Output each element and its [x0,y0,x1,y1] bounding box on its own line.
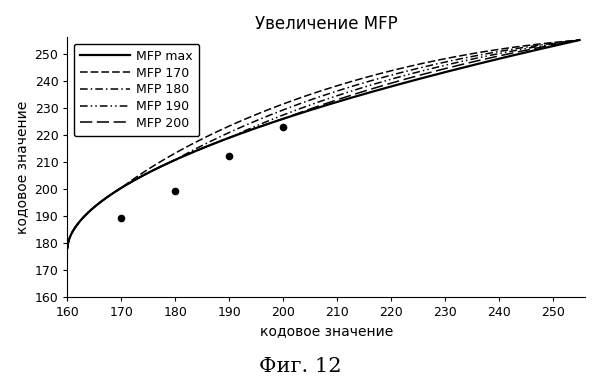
MFP 190 [576,38,583,42]
Line: MFP 170: MFP 170 [67,40,580,248]
MFP 190 [271,116,278,121]
MFP 170 [416,62,423,66]
MFP max [271,119,278,124]
MFP 180 [463,55,470,60]
MFP 190 [116,187,124,191]
MFP max [463,64,470,69]
MFP 200 [116,187,124,191]
MFP 200 [463,61,470,66]
MFP 190 [416,70,423,74]
MFP 180 [289,104,296,109]
MFP 190 [463,58,470,63]
Text: Фиг. 12: Фиг. 12 [259,357,341,376]
MFP 170 [289,98,296,103]
MFP max [289,113,296,118]
X-axis label: кодовое значение: кодовое значение [260,325,393,339]
MFP 180 [64,246,71,250]
MFP max [472,62,479,66]
MFP 170 [116,187,124,191]
MFP 170 [64,246,71,250]
Line: MFP max: MFP max [67,40,580,248]
MFP 170 [271,105,278,109]
MFP 190 [64,246,71,250]
MFP 190 [289,109,296,114]
MFP 180 [472,54,479,58]
Line: MFP 190: MFP 190 [67,40,580,248]
MFP 180 [116,187,124,191]
Line: MFP 200: MFP 200 [67,40,580,248]
Title: Увеличение MFP: Увеличение MFP [255,15,398,33]
MFP 180 [576,38,583,42]
MFP max [416,77,423,81]
MFP max [576,38,583,42]
MFP 200 [472,59,479,63]
Legend: MFP max, MFP 170, MFP 180, MFP 190, MFP 200: MFP max, MFP 170, MFP 180, MFP 190, MFP … [74,44,199,136]
MFP 180 [271,111,278,116]
MFP 200 [416,73,423,78]
MFP 170 [463,52,470,57]
MFP 200 [64,246,71,250]
MFP max [64,246,71,250]
MFP 200 [289,113,296,117]
MFP 190 [472,56,479,60]
MFP 170 [576,38,583,42]
Y-axis label: кодовое значение: кодовое значение [15,100,29,234]
Line: MFP 180: MFP 180 [67,40,580,248]
MFP 200 [576,38,583,42]
MFP max [116,187,124,191]
MFP 170 [472,51,479,55]
MFP 200 [271,119,278,124]
MFP 180 [416,66,423,70]
